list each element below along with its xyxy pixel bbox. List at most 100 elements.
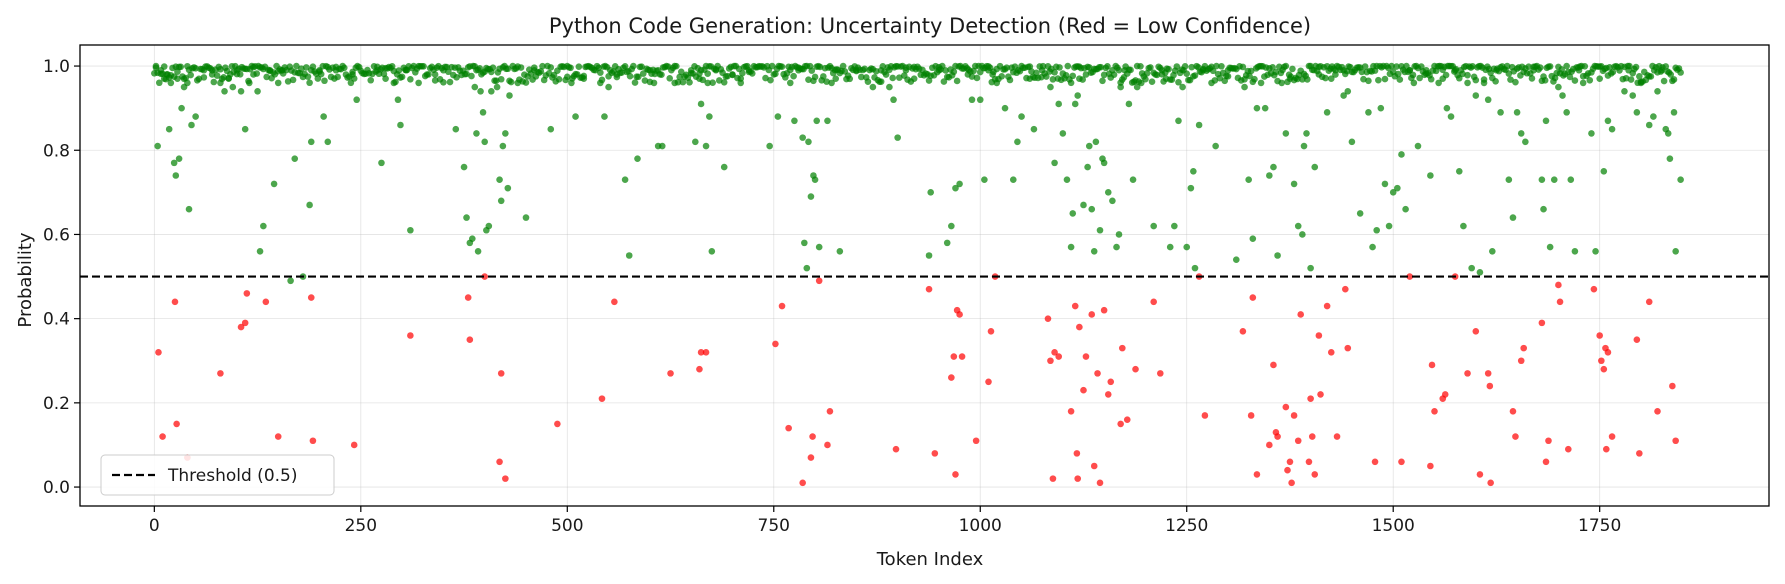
high-confidence-point <box>1464 71 1471 79</box>
high-confidence-point <box>1071 100 1079 108</box>
low-confidence-point <box>1633 336 1641 344</box>
high-confidence-point <box>1067 79 1075 87</box>
high-confidence-point <box>1546 63 1554 70</box>
low-confidence-point <box>826 407 834 415</box>
low-confidence-point <box>611 298 618 306</box>
low-confidence-point <box>824 441 831 449</box>
y-tick-label: 1.0 <box>43 57 70 77</box>
low-confidence-point <box>464 294 472 301</box>
high-confidence-point <box>398 73 406 81</box>
high-confidence-point <box>956 180 963 188</box>
high-confidence-point <box>1439 75 1447 82</box>
high-confidence-point <box>291 155 299 162</box>
high-confidence-point <box>1525 63 1532 70</box>
high-confidence-point <box>1344 88 1352 95</box>
y-tick-label: 0.4 <box>43 310 70 330</box>
low-confidence-point <box>350 441 358 449</box>
high-confidence-point <box>469 235 476 242</box>
high-confidence-point <box>1253 104 1261 112</box>
high-confidence-point <box>836 247 844 255</box>
high-confidence-point <box>217 79 224 87</box>
high-confidence-point <box>1636 73 1643 80</box>
high-confidence-point <box>704 70 711 77</box>
high-confidence-point <box>724 72 731 80</box>
high-confidence-point <box>1191 72 1199 79</box>
high-confidence-point <box>1622 74 1630 82</box>
low-confidence-point <box>159 433 166 440</box>
high-confidence-point <box>1171 222 1178 230</box>
low-confidence-point <box>815 277 823 285</box>
x-tick-label: 1000 <box>959 516 1002 536</box>
high-confidence-point <box>1251 75 1258 83</box>
high-confidence-point <box>925 252 933 259</box>
high-confidence-point <box>481 138 488 146</box>
high-confidence-point <box>872 68 880 75</box>
high-confidence-point <box>1586 76 1594 84</box>
high-confidence-point <box>1113 243 1120 251</box>
high-confidence-point <box>174 75 181 82</box>
high-confidence-point <box>1558 66 1565 73</box>
high-confidence-point <box>1512 78 1519 86</box>
high-confidence-point <box>601 113 608 120</box>
high-confidence-point <box>671 79 678 87</box>
high-confidence-point <box>1443 104 1451 112</box>
high-confidence-point <box>415 79 422 87</box>
high-confidence-point <box>170 159 178 167</box>
high-confidence-point <box>1138 79 1145 87</box>
low-confidence-point <box>497 370 505 377</box>
high-confidence-point <box>440 66 447 74</box>
high-confidence-point <box>613 71 621 78</box>
high-confidence-point <box>832 75 840 82</box>
low-confidence-point <box>778 302 786 310</box>
high-confidence-point <box>745 66 753 74</box>
high-confidence-point <box>1385 222 1393 230</box>
low-confidence-point <box>1311 471 1319 478</box>
low-confidence-point <box>1076 323 1083 331</box>
high-confidence-point <box>1307 264 1314 272</box>
high-confidence-point <box>948 222 955 230</box>
high-confidence-point <box>940 78 948 85</box>
high-confidence-point <box>1147 64 1154 71</box>
high-confidence-point <box>1394 184 1401 192</box>
high-confidence-point <box>185 205 193 213</box>
high-confidence-point <box>266 66 274 74</box>
high-confidence-point <box>801 239 808 247</box>
high-confidence-point <box>157 66 165 74</box>
high-confidence-point <box>1055 100 1063 108</box>
high-confidence-point <box>1464 79 1471 87</box>
high-confidence-point <box>658 71 665 79</box>
high-confidence-point <box>658 142 666 150</box>
high-confidence-point <box>306 79 313 87</box>
low-confidence-point <box>667 370 674 377</box>
high-confidence-point <box>1563 109 1570 116</box>
low-confidence-point <box>1201 412 1209 419</box>
high-confidence-point <box>989 71 996 78</box>
legend-box <box>100 454 335 496</box>
high-confidence-point <box>896 74 903 81</box>
high-confidence-point <box>1153 71 1161 79</box>
high-confidence-point <box>952 184 959 192</box>
high-confidence-point <box>306 201 313 209</box>
high-confidence-point <box>241 125 249 133</box>
high-confidence-point <box>1179 83 1186 91</box>
high-confidence-point <box>1183 243 1191 251</box>
high-confidence-point <box>353 96 360 104</box>
high-confidence-point <box>506 92 513 99</box>
high-confidence-point <box>597 69 604 76</box>
low-confidence-point <box>309 437 317 445</box>
y-tick-label: 0.6 <box>43 225 70 245</box>
high-confidence-point <box>307 138 315 146</box>
high-confidence-point <box>1389 189 1397 196</box>
low-confidence-point <box>985 378 992 386</box>
high-confidence-point <box>1398 151 1405 158</box>
low-confidence-point <box>925 285 933 293</box>
low-confidence-point <box>1073 450 1081 457</box>
high-confidence-point <box>720 163 728 171</box>
high-confidence-point <box>1191 264 1199 272</box>
low-confidence-point <box>1484 370 1492 377</box>
low-confidence-point <box>1239 327 1247 335</box>
high-confidence-point <box>1650 113 1657 120</box>
high-confidence-point <box>502 130 509 137</box>
high-confidence-point <box>1427 172 1434 179</box>
high-confidence-point <box>1581 63 1589 70</box>
